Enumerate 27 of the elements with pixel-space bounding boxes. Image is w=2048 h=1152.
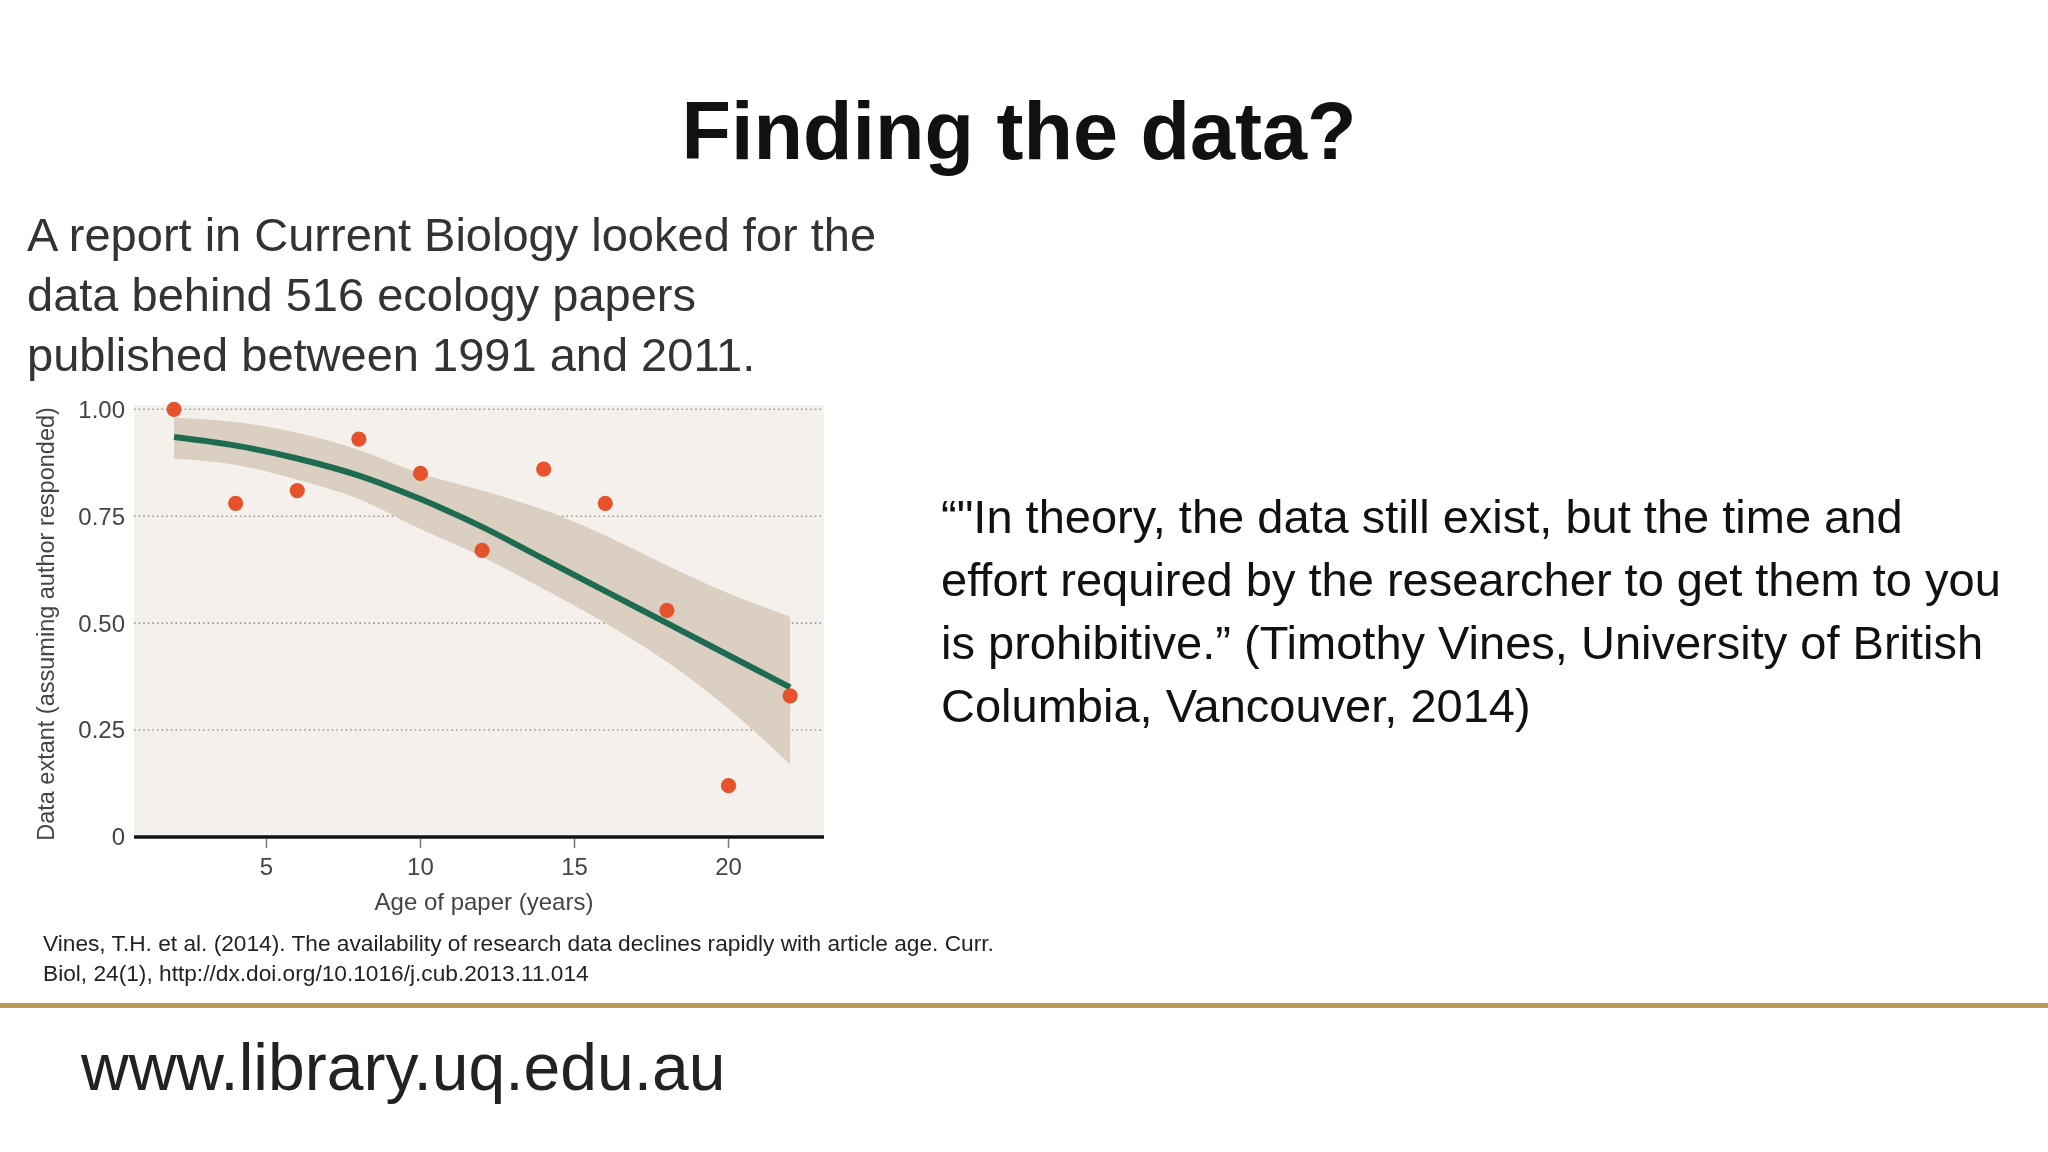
- y-tick-label: 1.00: [78, 395, 125, 423]
- chart-subtitle: A report in Current Biology looked for the data behind 516 ecology papers published between 1991 and 2011.: [27, 208, 877, 381]
- x-tick-label: 20: [715, 853, 742, 880]
- text: Vines, T.H. et al. (2014). The availability of research data declines rapidly with article age. Curr. Biol, 24(1), http://dx.doi.org/10.1016/j.cub.2013.11.014: [43, 930, 994, 986]
- x-tick-label: 10: [407, 853, 434, 880]
- text: www.library.uq.edu.au: [80, 1030, 726, 1104]
- point: [289, 482, 305, 499]
- point: [166, 401, 182, 417]
- y-tick-label: 0.75: [78, 502, 125, 530]
- point: [659, 602, 675, 618]
- y-tick-label: 0.50: [78, 609, 125, 637]
- point: [351, 431, 367, 447]
- y-tick-label: 0: [111, 823, 125, 851]
- point: [474, 542, 490, 559]
- point: [597, 495, 613, 511]
- point: [228, 495, 244, 511]
- x-tick-label: 5: [259, 853, 274, 880]
- x-tick-label: 15: [561, 853, 588, 880]
- point: [412, 465, 429, 482]
- point: [536, 461, 552, 477]
- x-axis-title: Age of paper (years): [374, 888, 594, 915]
- y-axis-title: Data extant (assuming author responded): [33, 407, 59, 841]
- point: [782, 688, 798, 704]
- text: Finding the data?: [681, 86, 1357, 176]
- y-tick-label: 0.25: [78, 716, 125, 744]
- point: [720, 778, 737, 794]
- text: “"In theory, the data still exist, but the time and effort required by the researcher to get them to you is prohibitive.” (Timothy Vines, University of British Columbia, Vancouver, 2014): [941, 490, 2001, 732]
